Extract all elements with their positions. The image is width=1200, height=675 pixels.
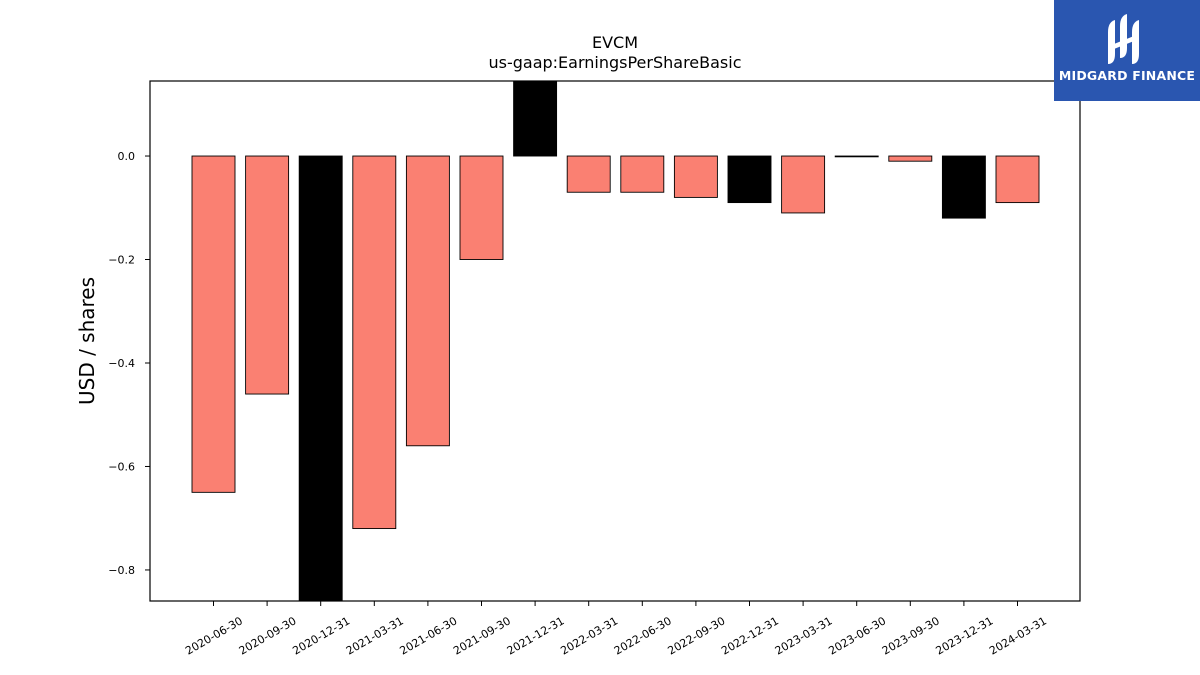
x-tick-label: 2023-06-30 xyxy=(826,614,888,657)
bar-2024-03-31 xyxy=(995,155,1040,204)
x-tick-label: 2020-06-30 xyxy=(183,614,245,657)
bar-2022-03-31 xyxy=(566,155,611,193)
plot-frame xyxy=(149,80,1081,602)
x-tick-label: 2020-09-30 xyxy=(237,614,299,657)
x-tick-label: 2021-09-30 xyxy=(451,614,513,657)
bar-2020-06-30 xyxy=(191,155,236,493)
x-tick-label: 2024-03-31 xyxy=(987,614,1049,657)
midgard-finance-logo: MIDGARD FINANCE xyxy=(1054,0,1200,101)
y-tick-label: 0.0 xyxy=(118,150,136,163)
chart-title: EVCM xyxy=(592,33,638,52)
y-tick-label: −0.4 xyxy=(108,357,135,370)
logo-text: MIDGARD FINANCE xyxy=(1058,68,1196,83)
x-tick-label: 2022-06-30 xyxy=(612,614,674,657)
chart-subtitle: us-gaap:EarningsPerShareBasic xyxy=(488,53,741,72)
x-tick-label: 2022-12-31 xyxy=(719,614,781,657)
y-axis-label: USD / shares xyxy=(75,277,99,405)
bar-2023-09-30 xyxy=(888,155,933,162)
y-axis: 0.0 −0.2 −0.4 −0.6 −0.8 xyxy=(108,150,150,577)
x-tick-label: 2022-03-31 xyxy=(558,614,620,657)
bar-2022-12-31 xyxy=(727,155,772,204)
x-tick-label: 2021-12-31 xyxy=(505,614,567,657)
bar-2023-06-30 xyxy=(834,155,879,158)
x-axis: 2020-06-302020-09-302020-12-312021-03-31… xyxy=(183,601,1049,658)
logo-mark-icon xyxy=(1108,14,1139,64)
bar-2022-06-30 xyxy=(620,155,665,193)
x-tick-label: 2023-09-30 xyxy=(880,614,942,657)
x-tick-label: 2023-03-31 xyxy=(773,614,835,657)
y-tick-label: −0.2 xyxy=(108,254,135,267)
x-tick-label: 2022-09-30 xyxy=(666,614,728,657)
x-tick-label: 2021-03-31 xyxy=(344,614,406,657)
bar-2021-06-30 xyxy=(405,155,450,447)
bars-group xyxy=(191,81,1040,601)
bar-2021-03-31 xyxy=(352,155,397,530)
bar-2021-09-30 xyxy=(459,155,504,260)
bar-2020-12-31 xyxy=(298,155,343,601)
y-tick-label: −0.8 xyxy=(108,564,135,577)
bar-2023-03-31 xyxy=(781,155,826,214)
y-tick-label: −0.6 xyxy=(108,460,135,473)
bar-2022-09-30 xyxy=(673,155,718,198)
x-tick-label: 2020-12-31 xyxy=(290,614,352,657)
bar-2020-09-30 xyxy=(245,155,290,395)
bar-2021-12-31 xyxy=(513,81,558,157)
x-tick-label: 2023-12-31 xyxy=(934,614,996,657)
bar-2023-12-31 xyxy=(941,155,986,219)
x-tick-label: 2021-06-30 xyxy=(398,614,460,657)
